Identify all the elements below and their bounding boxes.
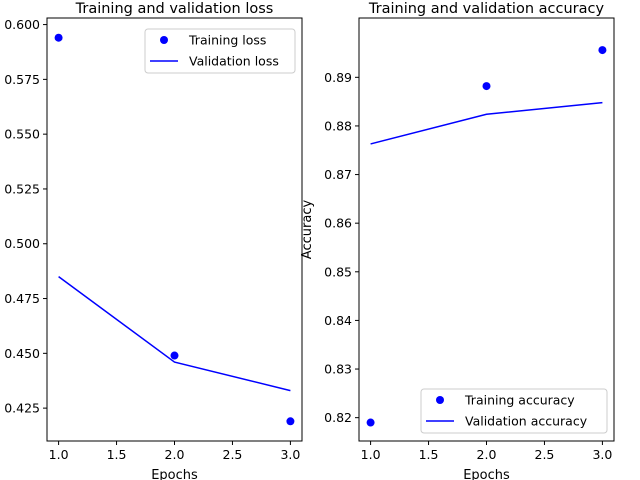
y-tick-label: 0.88	[324, 118, 352, 133]
data-point	[54, 33, 63, 42]
plot-frame	[358, 17, 615, 442]
legend-box	[420, 388, 608, 434]
legend-entry: Training loss	[188, 33, 266, 48]
x-tick-label: 2.0	[165, 447, 185, 462]
y-tick-label: 0.84	[324, 313, 352, 328]
x-tick-label: 3.0	[592, 447, 612, 462]
data-point	[598, 46, 607, 55]
x-axis-label: Epochs	[151, 468, 198, 480]
chart-title: Training and validation accuracy	[368, 1, 605, 17]
y-tick-label: 0.86	[324, 216, 352, 231]
legend-entry: Training accuracy	[464, 393, 575, 408]
chart-panel-0: Training and validation loss 1.0 1.5 2.0 2.5…	[4, 1, 303, 480]
data-point	[286, 417, 295, 426]
x-tick-label: 1.0	[49, 447, 69, 462]
y-tick-label: 0.525	[4, 181, 40, 196]
legend: Training accuracy Validation accuracy	[420, 388, 608, 434]
x-tick-label: 1.5	[107, 447, 127, 462]
y-tick-label: 0.475	[4, 291, 40, 306]
x-axis-label: Epochs	[463, 468, 510, 480]
y-tick-label: 0.600	[4, 17, 40, 32]
x-tick-label: 2.0	[477, 447, 497, 462]
x-tick-label: 1.0	[361, 447, 381, 462]
y-tick-label: 0.575	[4, 72, 40, 87]
legend-marker-icon	[160, 36, 168, 44]
y-tick-label: 0.89	[324, 70, 352, 85]
data-point	[170, 351, 179, 360]
x-tick-label: 2.5	[535, 447, 555, 462]
y-tick-label: 0.500	[4, 236, 40, 251]
y-tick-label: 0.450	[4, 346, 40, 361]
chart-panel-1: Training and validation accuracy 1.0 1.5 2.…	[300, 1, 615, 480]
chart-title: Training and validation loss	[75, 1, 274, 17]
y-tick-label: 0.550	[4, 127, 40, 142]
legend-box	[144, 28, 296, 74]
x-tick-label: 3.0	[280, 447, 300, 462]
y-tick-label: 0.425	[4, 401, 40, 416]
data-point	[482, 82, 491, 91]
x-tick-label: 1.5	[419, 447, 439, 462]
y-tick-label: 0.83	[324, 362, 352, 377]
legend: Training loss Validation loss	[144, 28, 296, 74]
data-point	[366, 418, 375, 427]
plot-frame	[46, 17, 303, 442]
series-line-1	[58, 276, 291, 392]
y-tick-label: 0.85	[324, 264, 352, 279]
y-tick-label: 0.87	[324, 167, 352, 182]
x-tick-label: 2.5	[223, 447, 243, 462]
legend-marker-icon	[436, 396, 444, 404]
y-tick-label: 0.82	[324, 410, 352, 425]
legend-entry: Validation loss	[189, 54, 279, 69]
legend-entry: Validation accuracy	[465, 414, 588, 429]
series-line-1	[370, 101, 603, 145]
y-axis-label: Accuracy	[300, 200, 315, 260]
